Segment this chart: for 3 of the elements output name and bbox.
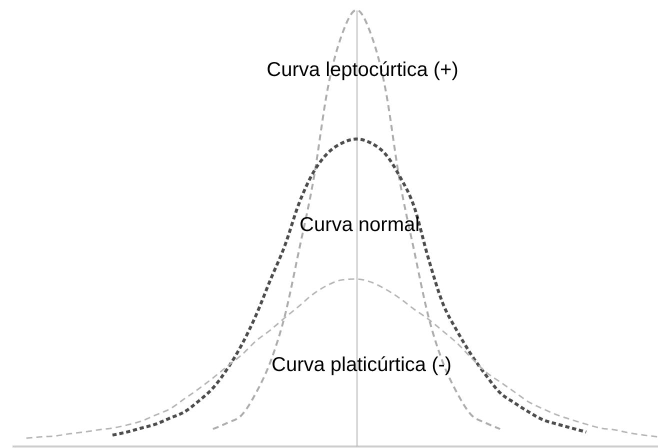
annotation: Curva normal xyxy=(300,214,420,236)
annotation: Curva platicúrtica (-) xyxy=(272,354,452,376)
annotation: Curva leptocúrtica (+) xyxy=(266,59,458,81)
